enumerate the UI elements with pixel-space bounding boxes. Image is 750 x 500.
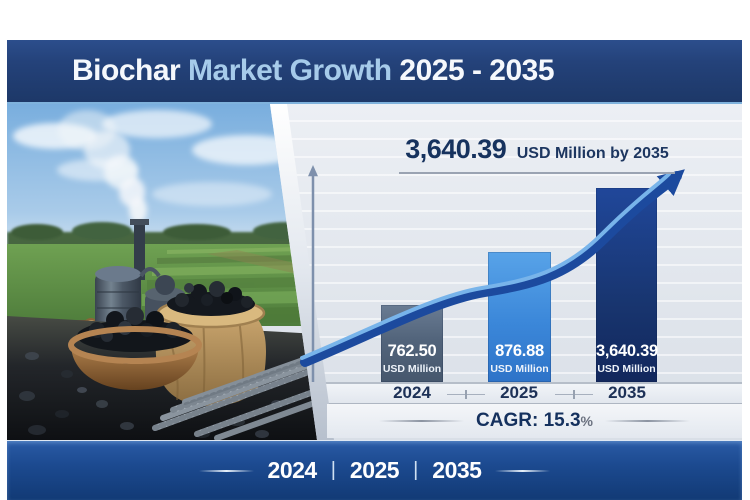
- title-market-growth: Market Growth: [188, 54, 400, 87]
- headline-value: 3,640.39: [405, 134, 507, 164]
- title-year-range: 2025 - 2035: [399, 54, 555, 87]
- cagr-label: CAGR:: [476, 410, 544, 431]
- x-axis-strip: [303, 382, 742, 404]
- footer-left-line-icon: [198, 469, 254, 472]
- photo-wooden-bowl: [68, 307, 202, 390]
- title-product: Biochar: [72, 54, 189, 87]
- photo-steel-rods: [152, 345, 317, 440]
- x-label-2025: 2025: [500, 383, 538, 402]
- bar-2024-label: 762.50 USD Million: [381, 342, 443, 375]
- photo-biochar-in-sack: [167, 281, 255, 316]
- cagr-value: 15.3: [543, 410, 581, 431]
- bar-2035-unit: USD Million: [597, 363, 656, 375]
- bar-2035-value: 3,640.39: [596, 342, 658, 360]
- footer-year-2035: 2035: [432, 457, 482, 483]
- bar-2024-value: 762.50: [387, 342, 437, 360]
- cagr-left-dash-icon: [379, 420, 464, 422]
- footer-year-2025: 2025: [349, 457, 400, 483]
- cagr-percent-sign: %: [580, 413, 593, 429]
- x-label-2024: 2024: [393, 383, 431, 402]
- bar-2024-unit: USD Million: [382, 363, 442, 375]
- headline-annotation: 3,640.39 USD Million by 2035: [337, 134, 737, 174]
- headline-suffix: USD Million by 2035: [516, 145, 669, 162]
- footer-bar: 2024 | 2025 | 2035: [7, 440, 742, 500]
- page-title: Biochar Market Growth 2025 - 2035: [72, 40, 555, 102]
- bar-2024: 762.50 USD Million: [381, 305, 443, 382]
- cagr-strip: CAGR: 15.3%: [327, 404, 742, 438]
- headline-underline: 3,640.39 USD Million by 2035: [399, 134, 675, 174]
- cagr-right-dash-icon: [605, 420, 690, 422]
- bar-2035: 3,640.39 USD Million: [596, 188, 658, 382]
- axis-tick-icon: [465, 390, 467, 399]
- axis-tick-icon: [573, 390, 575, 399]
- footer-separator-icon: |: [413, 459, 419, 481]
- infographic-card: Biochar Market Growth 2025 - 2035 762.50…: [7, 40, 742, 500]
- bar-2025-label: 876.88 USD Million: [488, 342, 551, 375]
- cagr-text: CAGR: 15.3%: [476, 410, 593, 432]
- bar-2025-value: 876.88: [495, 342, 544, 360]
- chart-area: 762.50 USD Million 876.88 USD Million 3,…: [7, 104, 742, 440]
- bar-2035-label: 3,640.39 USD Million: [596, 342, 658, 375]
- bar-2025-unit: USD Million: [490, 363, 549, 375]
- biochar-photo: [7, 104, 334, 440]
- header-banner: Biochar Market Growth 2025 - 2035: [7, 40, 742, 104]
- bar-2025: 876.88 USD Million: [488, 252, 551, 382]
- photo-smoke: [58, 110, 147, 223]
- x-label-2035: 2035: [608, 383, 646, 402]
- footer-right-line-icon: [495, 469, 551, 472]
- footer-separator-icon: |: [330, 459, 336, 481]
- footer-year-2024: 2024: [267, 457, 318, 483]
